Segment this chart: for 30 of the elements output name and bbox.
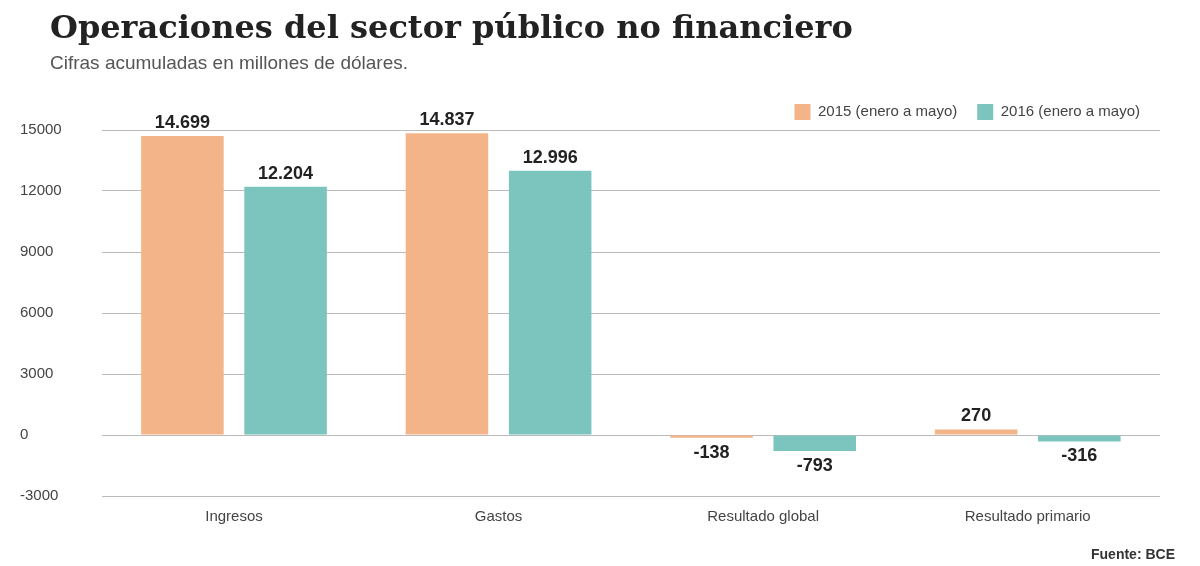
x-tick-label: Resultado primario xyxy=(964,507,1091,525)
data-label: 14.699 xyxy=(154,112,210,133)
bar xyxy=(508,170,592,435)
chart-title: Operaciones del sector público no financiero xyxy=(50,8,853,46)
data-label: -316 xyxy=(1061,445,1098,466)
bar xyxy=(244,186,327,435)
bar xyxy=(405,133,489,435)
y-tick-label: 3000 xyxy=(20,364,54,382)
data-label: 12.996 xyxy=(522,146,578,167)
bar xyxy=(773,435,857,452)
legend-label: 2015 (enero a mayo) xyxy=(818,102,958,120)
data-label: -138 xyxy=(693,441,730,462)
data-label: 14.837 xyxy=(419,109,475,130)
x-tick-label: Ingresos xyxy=(205,507,263,525)
x-tick-label: Resultado global xyxy=(707,507,820,525)
y-tick-label: 12000 xyxy=(20,181,62,199)
y-tick-label: 15000 xyxy=(20,120,62,138)
y-tick-label: 9000 xyxy=(20,242,54,260)
legend-label: 2016 (enero a mayo) xyxy=(1000,102,1140,120)
y-tick-label: -3000 xyxy=(20,486,59,504)
data-label: 12.204 xyxy=(258,162,314,183)
y-tick-label: 0 xyxy=(20,425,29,443)
source-note: Fuente: BCE xyxy=(1091,545,1175,562)
chart-subtitle: Cifras acumuladas en millones de dólares. xyxy=(50,52,409,74)
data-label: 270 xyxy=(961,405,992,426)
x-tick-label: Gastos xyxy=(474,507,523,525)
bar xyxy=(141,136,224,435)
bar xyxy=(934,429,1018,435)
y-tick-label: 6000 xyxy=(20,303,54,321)
data-label: -793 xyxy=(796,455,833,476)
